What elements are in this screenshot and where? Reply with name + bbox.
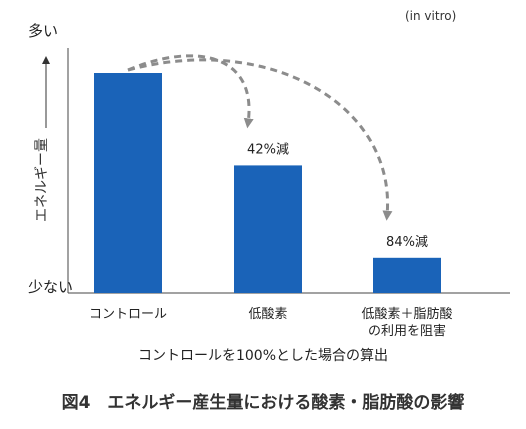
bar-3: [373, 257, 441, 293]
x-tick-label-3: 低酸素＋脂肪酸: [361, 306, 452, 322]
reduction-arrow-2: [127, 58, 393, 221]
chart-subtitle: コントロールを100%とした場合の算出: [137, 348, 389, 364]
bar-2: [234, 165, 302, 293]
x-tick-label-1: コントロール: [89, 307, 167, 322]
y-axis-arrow-head: [42, 56, 50, 64]
x-tick-label-2: 低酸素: [248, 307, 287, 322]
figure-caption: 図4 エネルギー産生量における酸素・脂肪酸の影響: [61, 393, 465, 413]
bar-1: [94, 73, 162, 293]
y-axis-bottom-label: 少ない: [28, 278, 74, 296]
y-axis-label: エネルギー量: [34, 138, 50, 222]
data-label-2: 84%減: [386, 234, 428, 250]
data-label-1: 42%減: [247, 141, 289, 157]
in-vitro-note: (in vitro): [405, 9, 457, 23]
y-axis-top-label: 多い: [28, 22, 59, 40]
x-tick-label-3: の利用を阻害: [368, 323, 446, 339]
